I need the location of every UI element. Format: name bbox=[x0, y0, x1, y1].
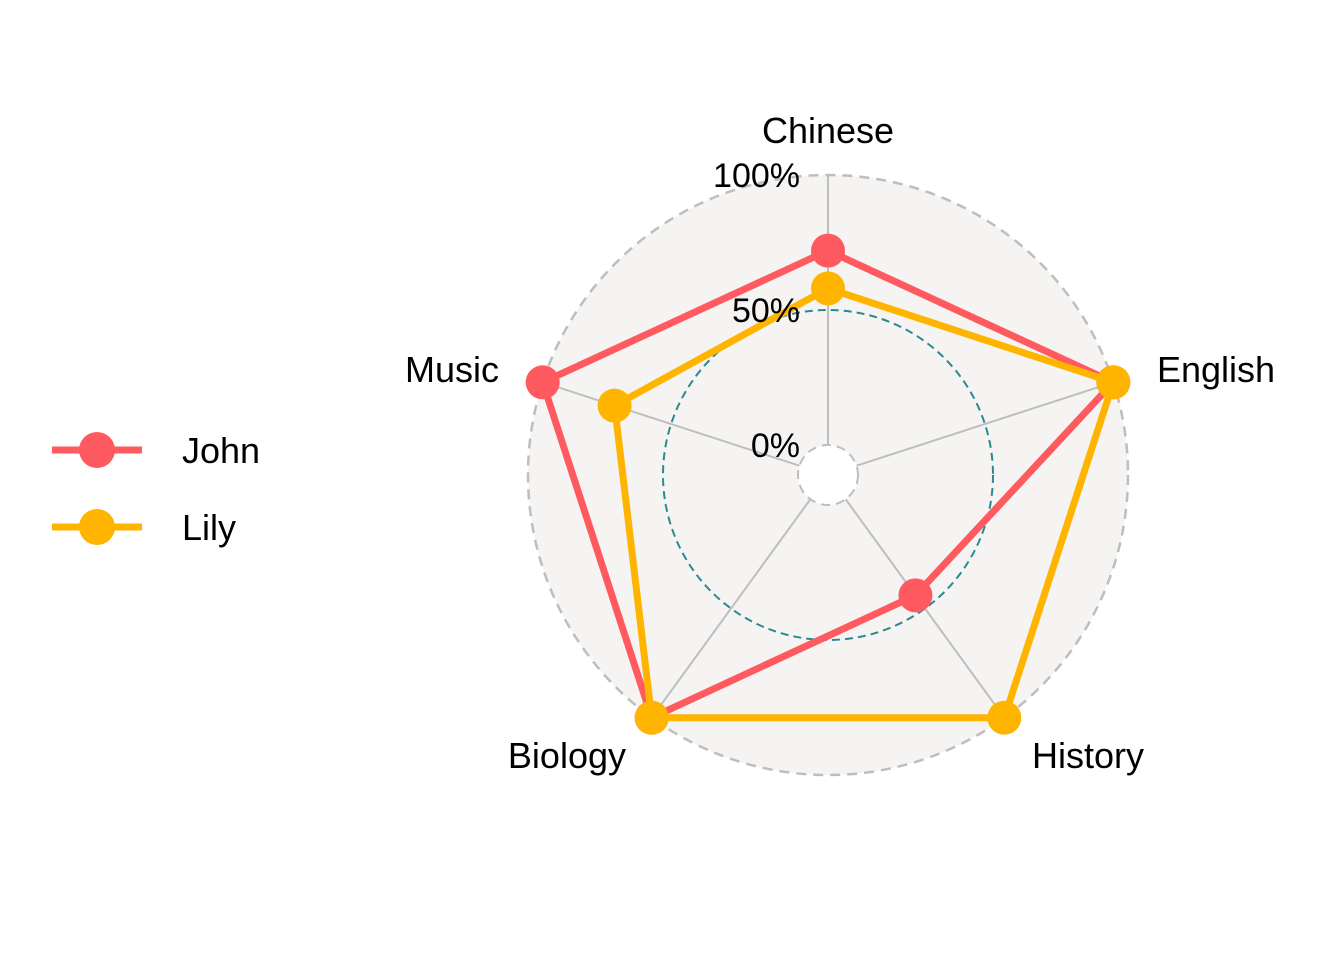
radar-series bbox=[525, 233, 1131, 735]
point-lily-biology bbox=[634, 700, 669, 735]
radar-spoke-english bbox=[856, 381, 1114, 467]
point-john-history bbox=[898, 578, 933, 613]
legend-marker-lily bbox=[79, 509, 115, 545]
axis-label-english: English bbox=[1157, 349, 1275, 390]
tick-label-50: 50% bbox=[732, 292, 800, 330]
tick-label-0: 0% bbox=[751, 427, 800, 465]
series-line-lily bbox=[611, 284, 1117, 722]
axis-label-biology: Biology bbox=[508, 735, 626, 776]
legend-marker-john bbox=[79, 432, 115, 468]
point-lily-chinese bbox=[811, 271, 845, 306]
radar-ring-reference bbox=[662, 309, 994, 641]
radar-ring-inner bbox=[797, 444, 859, 506]
axis-label-music: Music bbox=[405, 349, 499, 390]
radar-ring-outer bbox=[526, 173, 1130, 777]
radar-spoke-biology bbox=[650, 498, 812, 719]
series-line-john bbox=[539, 247, 1117, 722]
point-john-chinese bbox=[811, 233, 845, 268]
point-lily-history bbox=[987, 700, 1022, 735]
legend-label-lily: Lily bbox=[182, 507, 236, 548]
radar-labels: 0% 50% 100% Chinese English History Biology Mus… bbox=[405, 110, 1275, 776]
point-lily-english bbox=[1096, 365, 1131, 400]
tick-label-100: 100% bbox=[713, 157, 800, 195]
axis-label-chinese: Chinese bbox=[762, 110, 894, 151]
radar-grid bbox=[526, 173, 1130, 777]
radar-spoke-music bbox=[542, 381, 800, 467]
legend-label-john: John bbox=[182, 430, 260, 471]
axis-label-history: History bbox=[1032, 735, 1144, 776]
point-john-music bbox=[525, 365, 560, 400]
legend: John Lily bbox=[52, 430, 260, 548]
point-lily-music bbox=[597, 388, 632, 423]
